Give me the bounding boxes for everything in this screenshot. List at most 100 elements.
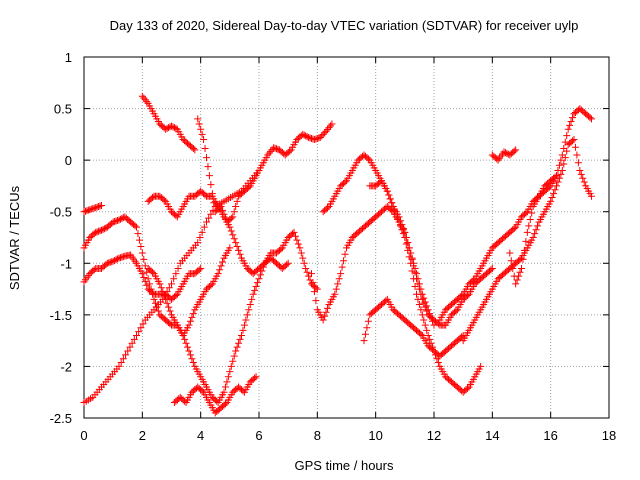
plot-frame	[83, 56, 610, 419]
data-point	[418, 311, 426, 319]
data-point	[205, 214, 213, 222]
data-point	[95, 203, 103, 211]
data-point	[386, 195, 394, 203]
data-point	[516, 268, 524, 276]
data-point	[421, 298, 429, 306]
data-point	[265, 149, 273, 157]
data-point	[306, 134, 314, 142]
data-point	[364, 155, 372, 163]
data-point	[513, 276, 521, 284]
data-point	[162, 125, 170, 133]
data-point	[87, 205, 95, 213]
data-point	[139, 320, 147, 328]
data-point	[501, 149, 509, 157]
data-point	[105, 259, 113, 267]
data-point	[111, 256, 119, 264]
data-point	[564, 125, 572, 133]
data-point	[417, 306, 425, 314]
data-point	[402, 234, 410, 241]
data-point	[198, 387, 206, 395]
data-point	[421, 321, 429, 329]
data-point	[179, 331, 187, 339]
data-point	[322, 127, 330, 135]
data-point	[185, 321, 193, 329]
data-point	[246, 301, 254, 309]
data-point	[133, 331, 140, 339]
data-point	[512, 280, 520, 288]
data-point	[586, 114, 594, 122]
data-point	[313, 134, 321, 142]
data-point	[464, 384, 472, 392]
data-point	[80, 208, 88, 216]
data-point	[551, 186, 559, 194]
data-point	[324, 125, 332, 133]
data-point	[143, 98, 151, 106]
data-point	[507, 257, 515, 265]
data-point	[251, 286, 259, 294]
data-point	[181, 397, 189, 405]
data-point	[102, 261, 110, 269]
data-point	[205, 172, 213, 180]
data-point	[332, 285, 340, 293]
data-point	[325, 124, 333, 132]
x-tick-label: 10	[368, 428, 382, 443]
data-point	[388, 199, 396, 207]
data-point	[252, 373, 260, 381]
data-point	[219, 206, 227, 214]
data-point	[434, 320, 442, 328]
data-point	[385, 191, 393, 199]
data-point	[308, 270, 315, 278]
data-point	[420, 316, 428, 324]
data-point	[328, 120, 336, 128]
x-tick-label: 14	[485, 428, 499, 443]
data-point	[321, 312, 329, 320]
data-point	[510, 147, 518, 155]
data-point	[226, 368, 234, 376]
data-point	[81, 207, 89, 215]
data-point	[220, 210, 228, 218]
data-point	[230, 235, 238, 243]
data-point	[89, 205, 97, 213]
data-point	[160, 196, 168, 204]
data-point	[570, 136, 578, 144]
data-point	[135, 328, 143, 336]
data-point	[420, 294, 428, 302]
data-point	[509, 264, 517, 272]
data-point	[93, 203, 101, 211]
data-point	[188, 355, 196, 363]
data-point	[137, 324, 145, 332]
data-point	[401, 228, 409, 236]
data-point	[217, 203, 225, 211]
data-point	[284, 259, 292, 267]
data-point	[166, 307, 174, 315]
data-point	[341, 178, 349, 186]
data-point	[124, 347, 132, 355]
data-point	[252, 282, 260, 290]
data-point	[188, 313, 196, 321]
data-point	[232, 239, 240, 247]
data-point	[134, 230, 142, 238]
data-point	[291, 232, 299, 240]
data-point	[230, 208, 238, 216]
data-point	[92, 204, 100, 212]
data-point	[170, 275, 178, 283]
data-point	[197, 125, 205, 133]
data-point	[571, 143, 579, 151]
data-point	[200, 136, 208, 144]
data-point	[157, 284, 165, 292]
data-point	[112, 256, 120, 264]
data-point	[303, 133, 311, 141]
data-point	[208, 190, 216, 198]
data-point	[189, 145, 197, 153]
data-point	[418, 290, 426, 298]
data-point	[338, 263, 346, 271]
data-point	[251, 374, 259, 382]
data-point	[106, 258, 114, 266]
data-point	[214, 270, 222, 278]
data-point	[415, 301, 423, 309]
data-point	[165, 284, 173, 292]
data-point	[98, 226, 105, 234]
data-point	[197, 264, 205, 272]
data-point	[115, 216, 123, 224]
data-point	[239, 387, 247, 395]
